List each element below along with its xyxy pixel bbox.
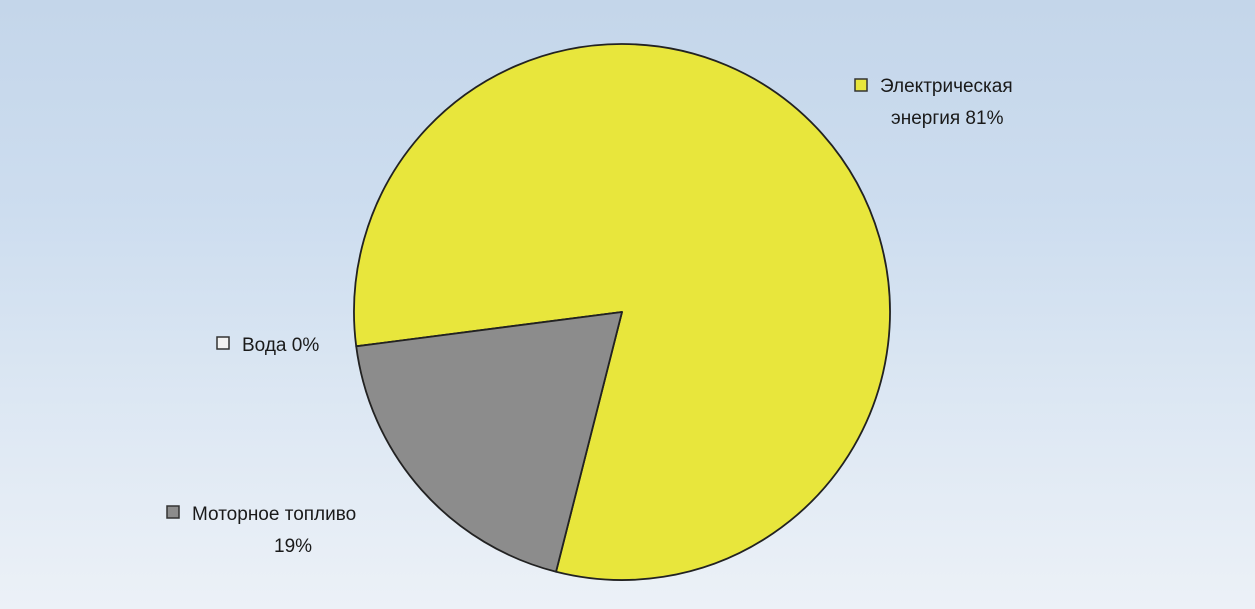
label-water-text: Вода 0% <box>242 335 319 356</box>
label-electric-energy: Электрическая энергия 81% <box>854 76 1013 129</box>
label-electric-energy-line1: Электрическая <box>880 76 1013 97</box>
label-water: Вода 0% <box>216 335 319 356</box>
label-motor-fuel-line1: Моторное топливо <box>192 504 356 525</box>
pie-slices <box>353 43 891 581</box>
pie-slice-моторное-топливо <box>355 311 623 573</box>
label-motor-fuel: Моторное топливо 19% <box>166 504 356 557</box>
legend-swatch-motor-fuel <box>166 505 180 519</box>
legend-swatch-electric-energy <box>854 78 868 92</box>
legend-swatch-water <box>216 336 230 350</box>
label-electric-energy-line2: энергия 81% <box>891 108 1004 129</box>
label-motor-fuel-line2: 19% <box>274 536 312 557</box>
